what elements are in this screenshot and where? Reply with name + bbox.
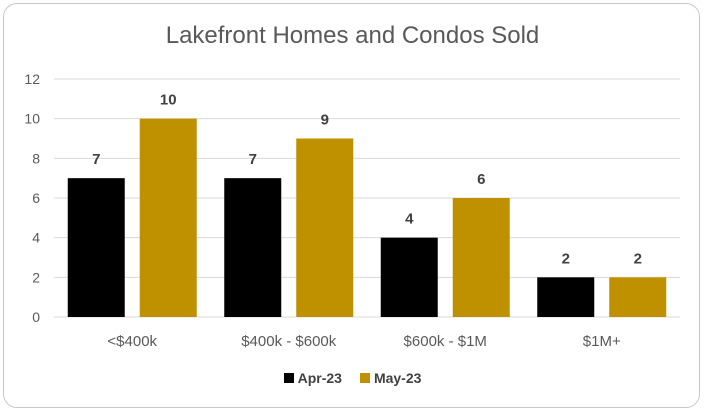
data-label-apr-23-3: 2	[562, 250, 570, 267]
data-label-may-23-1: 9	[321, 112, 329, 129]
y-tick-label-6: 12	[24, 71, 40, 87]
bar-may-23-1	[296, 138, 354, 317]
data-label-may-23-0: 10	[160, 92, 177, 109]
legend-swatch-may	[359, 373, 370, 383]
y-tick-label-3: 6	[32, 190, 40, 206]
data-label-apr-23-1: 7	[249, 151, 257, 168]
x-tick-label-2: $600k - $1M	[404, 333, 487, 350]
x-tick-label-1: $400k - $600k	[241, 333, 337, 350]
legend: Apr-23 May-23	[0, 370, 705, 386]
legend-label-may: May-23	[373, 370, 422, 386]
chart-title: Lakefront Homes and Condos Sold	[165, 22, 540, 49]
legend-label-apr: Apr-23	[297, 370, 342, 386]
bar-may-23-2	[452, 198, 510, 317]
legend-item-may: May-23	[359, 370, 422, 386]
y-tick-label-5: 10	[24, 111, 40, 127]
bar-apr-23-0	[67, 178, 125, 317]
y-tick-label-2: 4	[32, 230, 40, 246]
y-tick-label-0: 0	[32, 309, 40, 325]
x-tick-label-3: $1M+	[583, 333, 621, 350]
bar-may-23-3	[609, 277, 667, 317]
data-label-may-23-2: 6	[477, 171, 485, 188]
data-label-apr-23-0: 7	[92, 151, 100, 168]
bar-may-23-0	[139, 118, 197, 318]
data-label-apr-23-2: 4	[405, 211, 414, 228]
bar-apr-23-3	[537, 277, 595, 317]
legend-swatch-apr	[283, 373, 294, 383]
y-tick-label-4: 8	[32, 150, 40, 166]
y-tick-label-1: 2	[32, 269, 40, 285]
legend-item-apr: Apr-23	[283, 370, 342, 386]
data-label-may-23-3: 2	[634, 250, 642, 267]
bar-apr-23-2	[380, 237, 438, 317]
x-tick-label-0: <$400k	[107, 333, 157, 350]
bar-apr-23-1	[224, 178, 282, 317]
